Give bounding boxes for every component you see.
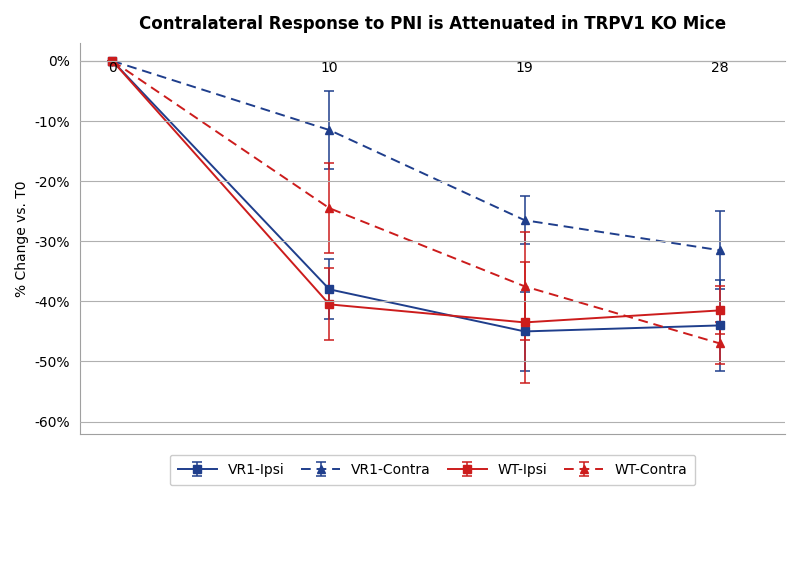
Legend: VR1-Ipsi, VR1-Contra, WT-Ipsi, WT-Contra: VR1-Ipsi, VR1-Contra, WT-Ipsi, WT-Contra: [170, 454, 695, 485]
Title: Contralateral Response to PNI is Attenuated in TRPV1 KO Mice: Contralateral Response to PNI is Attenua…: [139, 15, 726, 33]
Text: 0: 0: [108, 61, 117, 75]
Text: 28: 28: [711, 61, 729, 75]
Text: 10: 10: [321, 61, 338, 75]
Y-axis label: % Change vs. T0: % Change vs. T0: [15, 180, 29, 297]
Text: 19: 19: [516, 61, 534, 75]
